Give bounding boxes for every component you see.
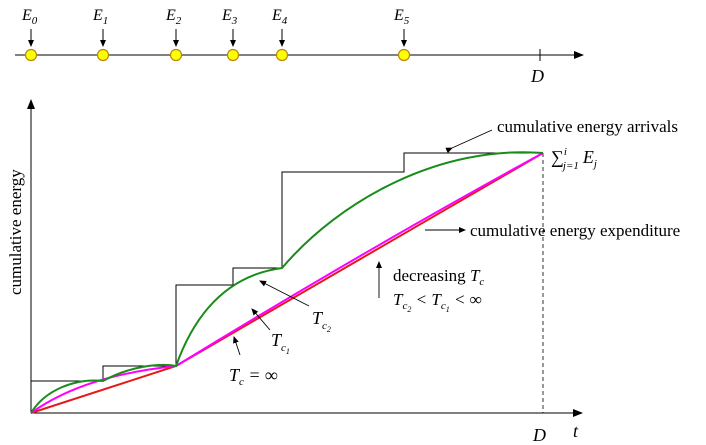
inequality-label: Tc2 < Tc1 < ∞ <box>393 290 482 314</box>
event-e5: E5 <box>393 7 411 62</box>
y-axis-label: cumulative energy <box>6 169 25 295</box>
event-marker <box>96 48 110 62</box>
timeline: D E0 E1 E2 E3 E4 E5 <box>15 7 584 86</box>
svg-text:E4: E4 <box>271 7 288 27</box>
tc1-label: Tc1 <box>271 330 290 356</box>
event-e2: E2 <box>165 7 183 62</box>
timeline-deadline-label: D <box>530 66 544 86</box>
tc2-pointer <box>259 280 310 307</box>
event-marker <box>24 48 38 62</box>
x-deadline-label: D <box>532 425 546 445</box>
decreasing-label: decreasing Tc <box>393 266 484 288</box>
event-marker <box>169 48 183 62</box>
tc2-label: Tc2 <box>312 308 331 334</box>
event-e4: E4 <box>271 7 289 62</box>
event-e0: E0 <box>21 7 38 62</box>
curve-tc2 <box>30 151 544 414</box>
event-marker <box>226 48 240 62</box>
svg-text:E1: E1 <box>92 7 108 27</box>
event-e1: E1 <box>92 7 110 62</box>
main-plot: cumulative energy t D cumulative energy … <box>6 99 680 445</box>
svg-text:E5: E5 <box>393 7 410 27</box>
tcinf-label: Tc = ∞ <box>229 365 278 388</box>
event-e3: E3 <box>221 7 240 62</box>
arrivals-formula: ∑i j=1 Ej <box>551 146 597 172</box>
expenditure-label: cumulative energy expenditure <box>470 221 680 240</box>
x-axis-label: t <box>573 421 579 441</box>
arrivals-arrow <box>445 129 493 154</box>
event-marker <box>275 48 289 62</box>
svg-text:E3: E3 <box>221 7 238 27</box>
tcinf-pointer <box>233 336 241 356</box>
event-marker <box>397 48 411 62</box>
svg-text:E0: E0 <box>21 7 38 27</box>
arrivals-label: cumulative energy arrivals <box>497 117 678 136</box>
tc1-pointer <box>251 308 271 331</box>
curve-tc1 <box>30 152 544 414</box>
svg-text:E2: E2 <box>165 7 182 27</box>
